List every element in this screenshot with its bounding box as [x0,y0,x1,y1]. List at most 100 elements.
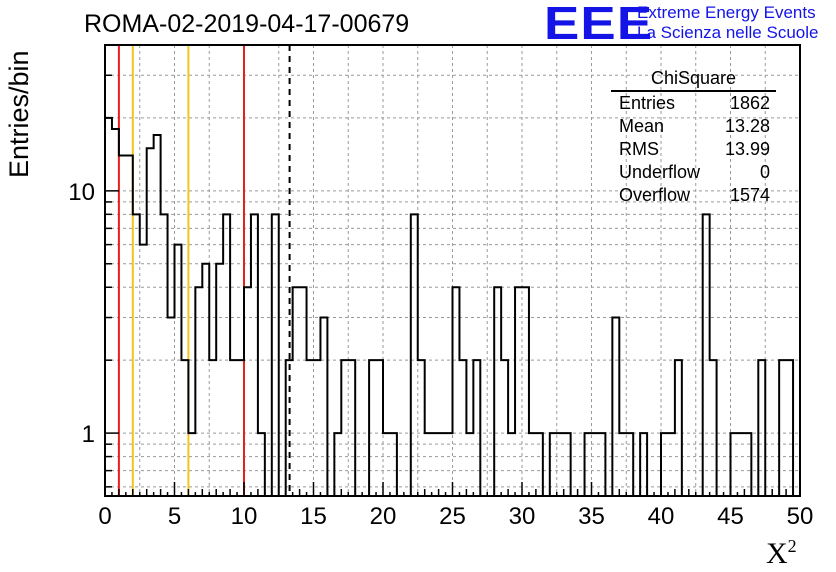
histogram-bin [640,433,647,496]
stats-row-entries: Entries 1862 [611,92,776,115]
histogram-bin [418,360,425,496]
histogram-bin [161,214,168,496]
histogram-line [105,116,800,497]
histogram-bin [585,433,592,496]
histogram-bin [223,214,230,496]
histogram-bin [175,245,182,496]
histogram-bin [453,287,460,496]
histogram-bin [383,433,390,496]
histogram-bin [376,360,383,496]
histogram-bin [341,360,348,496]
stats-label: Entries [619,93,676,113]
stats-label: RMS [619,139,659,159]
axis-ticks [104,74,801,496]
histogram-bin [425,433,432,496]
stats-value: 1574 [729,185,770,205]
y-tick-label: 10 [68,179,95,206]
histogram-bin [244,287,251,496]
stats-row-underflow: Underflow 0 [611,161,776,184]
histogram-bin [550,433,557,496]
histogram-bin [307,360,314,496]
histogram-bin [710,360,717,496]
histogram-bin [779,360,786,496]
histogram-bin [737,433,744,496]
histogram-bin [592,433,599,496]
stats-row-rms: RMS 13.99 [611,138,776,161]
histogram-bin [209,360,216,496]
stats-box: ChiSquare Entries 1862 Mean 13.28 RMS 13.99… [611,66,776,207]
y-axis-label: Entries/bin [4,50,34,178]
histogram-bin [668,433,675,496]
histogram-bin [439,433,446,496]
chart-title: ROMA-02-2019-04-17-00679 [84,10,410,38]
logo-line-2: La Scienza nelle Scuole [637,23,819,42]
histogram-bin [230,360,237,496]
eee-logo: EEE [544,0,654,49]
histogram-bin [369,360,376,496]
stats-value: 13.99 [724,139,770,159]
x-tick-label: 0 [98,503,111,530]
x-tick-label: 40 [648,503,675,530]
histogram-bin [147,148,154,496]
histogram-bin [258,433,265,496]
x-tick-label: 15 [300,503,327,530]
histogram-bin [522,287,529,496]
histogram-bin [661,433,668,496]
histogram-bin [466,433,473,496]
x-tick-label: 45 [717,503,744,530]
x-axis-label-base: X [766,537,788,570]
histogram-bin [237,360,244,496]
histogram-bin [105,118,112,496]
histogram-bin [119,155,126,496]
x-tick-label: 5 [168,503,181,530]
stats-label: Underflow [619,162,701,182]
histogram-bin [432,433,439,496]
histogram-bin [195,287,202,496]
histogram-bin [508,433,515,496]
histogram-bin [202,264,209,496]
x-tick-label: 25 [439,503,466,530]
histogram-bin [390,433,397,496]
grid-lines [105,45,800,496]
histogram-bin [216,264,223,496]
histogram-bin [598,433,605,496]
histogram-bin [612,318,619,496]
x-tick-label: 30 [509,503,536,530]
stats-row-mean: Mean 13.28 [611,115,776,138]
x-tick-label: 10 [231,503,258,530]
histogram-bin [494,287,501,496]
histogram-bin [348,360,355,496]
histogram-bin [300,287,307,496]
histogram-bin [744,433,751,496]
histogram-bin [168,318,175,496]
histogram-bin [515,287,522,496]
stats-title: ChiSquare [611,66,776,92]
tick-labels: 0 5 10 15 20 25 30 35 40 45 50 1 10 [68,179,813,530]
histogram-bin [626,433,633,496]
histogram-bin [675,360,682,496]
histogram-bin [411,214,418,496]
x-axis-label-sup: 2 [787,536,797,556]
marker-lines [117,45,291,496]
histogram-bin [314,360,321,496]
histogram-bin [619,433,626,496]
histogram-bin [564,433,571,496]
x-tick-label: 50 [787,503,814,530]
histogram-bin [133,214,140,496]
x-axis-label: X2 [766,536,797,571]
stats-value: 0 [759,162,770,182]
stats-label: Mean [619,116,665,136]
histogram-bin [293,287,300,496]
histogram-bin [473,360,480,496]
histogram-bin [112,129,119,496]
histogram-bin [181,360,188,496]
histogram-bin [320,318,327,496]
x-tick-label: 35 [578,503,605,530]
histogram-bin [272,214,279,496]
x-tick-label: 20 [370,503,397,530]
logo-line-1: Extreme Energy Events [637,3,816,22]
histogram-bin [703,214,710,496]
histogram-bin [188,433,195,496]
histogram-bin [334,433,341,496]
